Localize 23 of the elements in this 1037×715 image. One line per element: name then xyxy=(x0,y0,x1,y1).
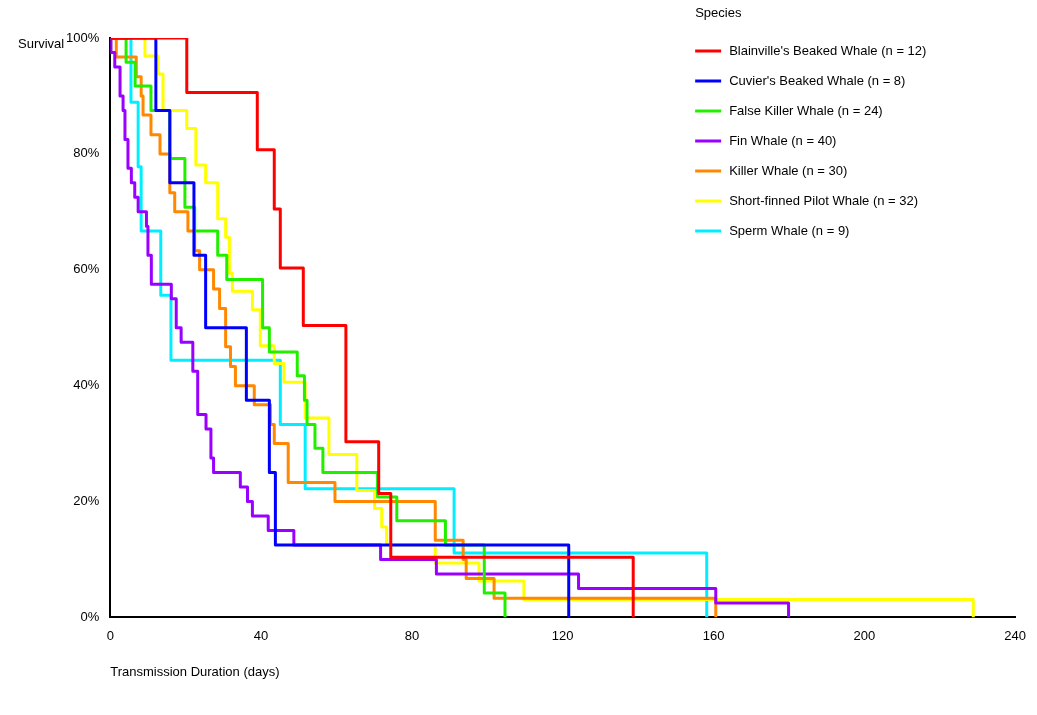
legend-title: Species xyxy=(695,4,742,20)
legend-label: Killer Whale (n = 30) xyxy=(729,162,848,178)
y-tick-label: 80% xyxy=(73,145,100,161)
x-axis-title: Transmission Duration (days) xyxy=(110,663,280,679)
x-tick-label: 120 xyxy=(551,627,574,643)
y-tick-label: 20% xyxy=(73,493,100,509)
y-tick-label: 60% xyxy=(73,261,100,277)
y-tick-label: 100% xyxy=(66,29,100,45)
legend-label: False Killer Whale (n = 24) xyxy=(729,102,883,118)
y-tick-label: 40% xyxy=(73,377,100,393)
x-tick-label: 200 xyxy=(853,627,876,643)
legend-label: Sperm Whale (n = 9) xyxy=(729,222,850,238)
x-tick-label: 40 xyxy=(253,627,269,643)
legend-label: Cuvier's Beaked Whale (n = 8) xyxy=(729,72,906,88)
y-tick-label: 0% xyxy=(80,608,100,624)
legend-label: Fin Whale (n = 40) xyxy=(729,132,837,148)
x-tick-label: 240 xyxy=(1004,627,1027,643)
legend-label: Short-finned Pilot Whale (n = 32) xyxy=(729,192,919,208)
x-tick-label: 0 xyxy=(106,627,114,643)
legend-label: Blainville's Beaked Whale (n = 12) xyxy=(729,42,927,58)
x-tick-label: 160 xyxy=(702,627,725,643)
y-axis-title: Survival xyxy=(18,35,65,51)
x-tick-label: 80 xyxy=(404,627,420,643)
